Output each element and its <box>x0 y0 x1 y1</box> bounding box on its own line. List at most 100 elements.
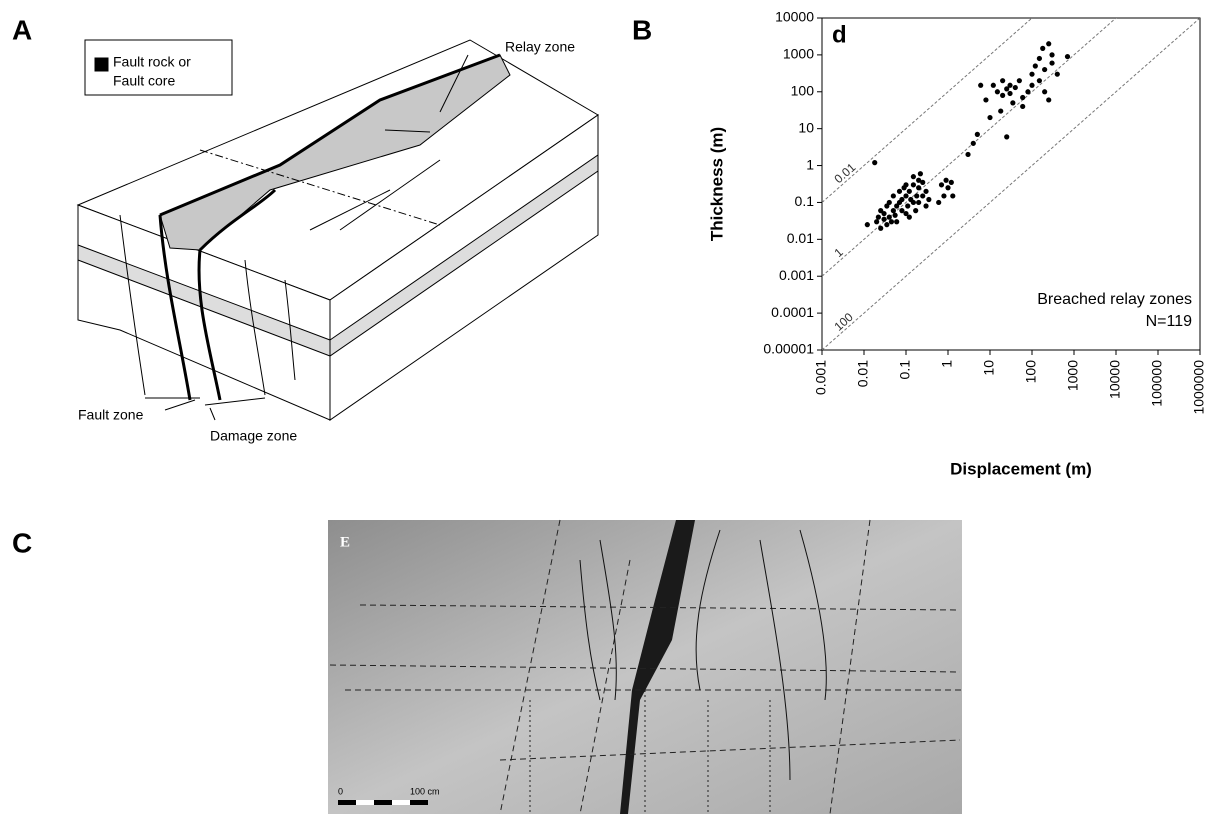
y-tick-label: 10 <box>798 119 814 135</box>
data-point <box>994 89 1000 95</box>
data-point <box>905 203 911 209</box>
reference-label: 0.01 <box>832 160 859 186</box>
y-axis-label: Thickness (m) <box>707 127 726 241</box>
data-point <box>910 182 916 188</box>
data-point <box>1007 90 1013 97</box>
data-point <box>1036 78 1042 84</box>
data-point <box>881 210 887 217</box>
reference-line <box>822 18 1033 203</box>
fracture <box>339 159 441 231</box>
data-point <box>936 199 942 206</box>
photo-label: E <box>340 534 350 550</box>
panel-label: C <box>12 527 32 558</box>
data-point <box>983 97 989 103</box>
data-point <box>1040 45 1046 51</box>
data-point <box>875 214 881 220</box>
data-point <box>886 214 892 220</box>
x-tick-label: 10 <box>981 360 997 376</box>
data-point <box>1036 55 1042 62</box>
diagram-label: Damage zone <box>210 428 297 444</box>
data-point <box>1046 41 1052 47</box>
data-point <box>903 193 909 199</box>
data-point <box>965 151 971 158</box>
y-tick-label: 0.0001 <box>771 304 814 320</box>
data-point <box>914 193 920 199</box>
fault-core <box>198 188 277 252</box>
data-point <box>896 188 903 194</box>
data-point <box>978 82 984 88</box>
data-point <box>894 219 900 225</box>
data-point <box>899 196 905 203</box>
data-point <box>1000 92 1006 98</box>
data-point <box>884 222 890 228</box>
data-point <box>906 214 912 220</box>
y-tick-label: 0.00001 <box>763 341 814 357</box>
data-point <box>923 188 929 194</box>
scale-label: 100 cm <box>410 786 440 796</box>
data-point <box>987 114 993 121</box>
data-point <box>903 182 909 188</box>
diagram-label: Fault zone <box>78 407 144 423</box>
data-point <box>874 219 880 225</box>
x-tick-label: 0.1 <box>897 360 913 380</box>
x-tick-label: 100000 <box>1149 360 1165 407</box>
data-point <box>1007 82 1013 88</box>
data-point <box>1049 52 1055 58</box>
data-point <box>890 193 896 199</box>
fracture <box>119 214 146 396</box>
data-point <box>938 182 945 188</box>
data-point <box>1042 89 1048 95</box>
x-tick-label: 0.01 <box>855 360 871 387</box>
block-diagram <box>76 39 599 421</box>
data-point <box>926 196 932 203</box>
data-point <box>998 108 1004 114</box>
y-tick-label: 0.1 <box>795 193 815 209</box>
y-tick-label: 0.01 <box>787 230 814 246</box>
data-point <box>1004 134 1010 140</box>
data-point <box>906 188 912 194</box>
reference-label: 1 <box>832 245 846 260</box>
data-point <box>1010 100 1016 106</box>
relay-axis <box>199 149 441 226</box>
scale-label: 0 <box>338 786 343 796</box>
data-point <box>974 131 980 137</box>
y-tick-label: 100 <box>791 82 815 98</box>
data-point <box>970 140 976 146</box>
data-point <box>894 203 900 209</box>
leader <box>164 399 216 421</box>
data-point <box>948 179 954 185</box>
data-point <box>1029 71 1035 77</box>
data-point <box>881 216 887 222</box>
data-point <box>1054 71 1060 77</box>
data-point <box>1016 78 1022 84</box>
sandstone-layer <box>329 154 599 357</box>
data-point <box>910 174 916 180</box>
data-point <box>923 203 929 209</box>
fault-core <box>158 214 192 401</box>
x-axis-label: Displacement (m) <box>950 459 1092 478</box>
data-point <box>864 222 870 228</box>
data-point <box>920 193 926 199</box>
data-point <box>943 177 949 183</box>
data-point <box>941 193 947 199</box>
data-point <box>945 185 951 191</box>
data-point <box>913 208 919 214</box>
data-point <box>1029 82 1035 88</box>
legend-text: Fault core <box>113 73 175 89</box>
data-point <box>1025 89 1031 95</box>
panel-tag: d <box>832 21 847 48</box>
data-point <box>916 185 922 191</box>
side-face <box>329 114 599 421</box>
data-point <box>892 212 898 218</box>
fracture <box>309 189 391 231</box>
reference-line <box>822 18 1117 277</box>
data-point <box>916 199 922 206</box>
front-face <box>77 204 331 421</box>
data-point <box>950 193 956 199</box>
fault-core <box>159 53 501 217</box>
leader <box>439 54 469 113</box>
data-point <box>886 199 892 206</box>
data-point <box>1042 66 1048 73</box>
data-point <box>1032 63 1038 69</box>
